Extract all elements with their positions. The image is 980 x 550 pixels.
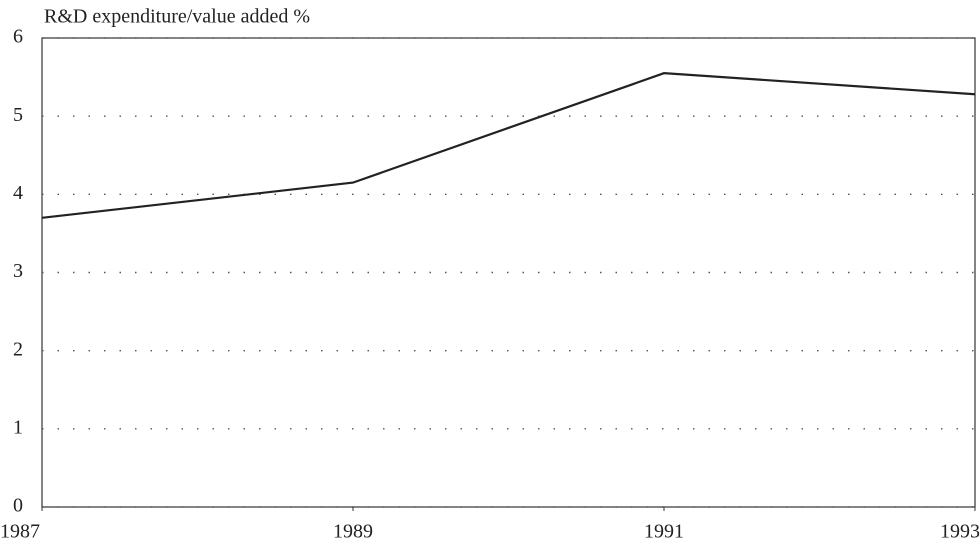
y-tick-label: 3	[13, 260, 23, 282]
x-tick-label: 1991	[644, 521, 684, 543]
x-tick-label: 1987	[0, 521, 40, 543]
y-tick-label: 2	[13, 338, 23, 360]
x-tick-label: 1989	[333, 521, 373, 543]
y-tick-label: 6	[13, 26, 23, 48]
y-tick-label: 5	[13, 104, 23, 126]
y-tick-label: 0	[13, 495, 23, 517]
y-tick-label: 4	[13, 182, 23, 204]
axis-label: R&D expenditure/value added %	[44, 6, 310, 28]
x-tick-label: 1993	[940, 521, 980, 543]
data-line	[41, 72, 976, 219]
y-tick-label: 1	[13, 416, 23, 438]
